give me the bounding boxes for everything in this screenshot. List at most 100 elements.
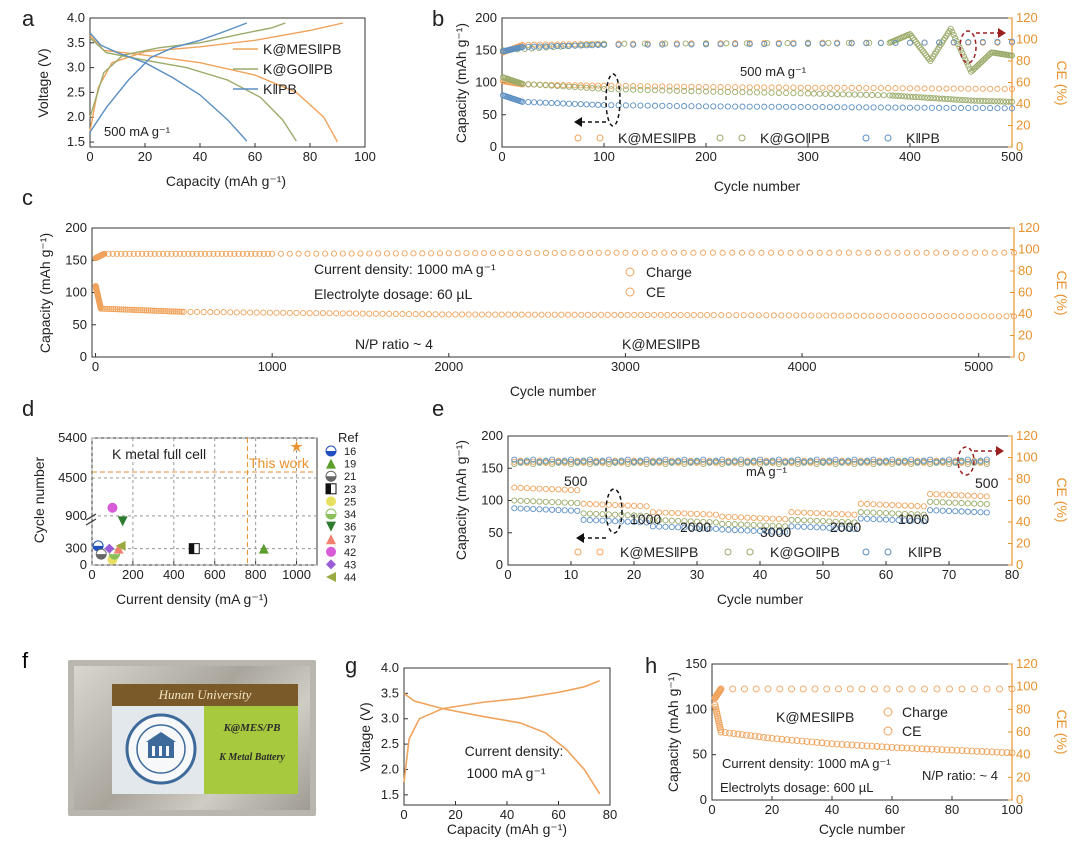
series-point: [697, 311, 704, 319]
series-point: [194, 308, 201, 316]
x-tick-label: 400: [899, 149, 921, 164]
series-point: [168, 308, 175, 315]
series-point: [116, 306, 123, 313]
y-tick-label: 3.5: [67, 35, 85, 50]
ce-point: [643, 460, 650, 468]
series-point: [293, 309, 300, 316]
series-point: [659, 41, 666, 48]
x-tick-label: 800: [245, 567, 267, 582]
ce-point: [882, 457, 890, 464]
series-point: [595, 249, 602, 256]
series-point: [928, 312, 935, 320]
series-point: [804, 84, 812, 91]
series-point: [304, 250, 311, 257]
series-point: [868, 312, 875, 319]
capacity-point: [675, 517, 682, 524]
series-point: [280, 309, 287, 316]
series-point: [542, 82, 549, 89]
capacity-point: [523, 485, 530, 492]
capacity-point: [681, 524, 688, 531]
capacity-point: [567, 486, 575, 493]
ce-point: [687, 458, 694, 465]
series-point: [201, 250, 209, 257]
capacity-point: [649, 523, 656, 530]
y-axis-label: Capacity (mAh g⁻¹): [453, 440, 469, 560]
series-point: [927, 94, 934, 102]
series-point: [595, 101, 602, 108]
ce-point: [523, 457, 530, 464]
series-point: [783, 84, 790, 91]
series-point: [518, 311, 525, 318]
series-point: [207, 309, 214, 316]
capacity-point: [882, 501, 890, 508]
series-point: [729, 249, 736, 256]
capacity-point: [782, 529, 789, 536]
series-point: [458, 311, 466, 318]
series-point: [913, 312, 920, 319]
ref-point-23-fill: [189, 543, 195, 554]
legend-label: 23: [344, 484, 356, 496]
series-point: [834, 84, 841, 91]
capacity-point: [782, 516, 789, 523]
legend-marker: [884, 548, 892, 556]
ce-point: [895, 458, 902, 465]
y2-axis-label: CE (%): [1054, 270, 1070, 315]
series-point: [869, 91, 876, 99]
y2-tick-label: 40: [1016, 747, 1030, 762]
series-point: [598, 311, 605, 318]
series-point: [231, 250, 238, 257]
series-point: [181, 250, 188, 257]
series-point: [924, 94, 931, 101]
series-point: [979, 38, 986, 46]
ce-point: [756, 458, 764, 465]
capacity-point: [687, 510, 694, 517]
series-point: [545, 311, 552, 318]
capacity-point: [549, 506, 556, 513]
series-point: [465, 311, 472, 318]
series-point: [785, 312, 792, 319]
series-point: [410, 250, 417, 257]
capacity-point: [977, 500, 984, 507]
capacity-point: [927, 498, 934, 505]
series-point: [586, 41, 593, 48]
series-point: [784, 40, 791, 47]
ce-point: [927, 458, 934, 465]
x-tick-label: 200: [122, 567, 144, 582]
capacity-point: [719, 526, 726, 533]
capacity-point: [542, 485, 549, 492]
series-point: [968, 747, 976, 755]
series-point: [569, 249, 576, 256]
capacity-point: [819, 518, 827, 525]
series-point: [845, 312, 852, 319]
series-point: [921, 94, 928, 101]
capacity-point: [832, 510, 839, 517]
x-tick-label: 40: [753, 567, 767, 582]
series-point: [983, 685, 991, 693]
x-tick-label: 80: [945, 802, 959, 817]
ce-point: [813, 458, 820, 465]
series-point: [147, 307, 154, 314]
series-point: [710, 103, 717, 110]
y-tick-label: 4.0: [381, 660, 399, 675]
series-point: [959, 96, 966, 104]
y-tick-label: 0: [496, 557, 503, 572]
series-point: [996, 685, 1003, 693]
ce-point: [964, 458, 971, 465]
series-point: [938, 746, 946, 754]
capacity-point: [511, 497, 518, 504]
series-point: [962, 97, 969, 104]
capacity-point: [756, 515, 764, 522]
x-tick-label: 30: [690, 567, 704, 582]
ce-point: [681, 460, 688, 468]
x-tick-label: 60: [885, 802, 899, 817]
capacity-point: [977, 509, 984, 516]
capacity-point: [675, 524, 682, 531]
series-point: [808, 738, 816, 746]
series-point: [923, 745, 931, 753]
series-point: [222, 250, 230, 257]
series-point: [918, 745, 926, 753]
capacity-point: [977, 493, 984, 500]
arrow-left-head: [576, 533, 584, 543]
panel-label-g: g: [345, 653, 357, 678]
series-point: [670, 249, 678, 256]
